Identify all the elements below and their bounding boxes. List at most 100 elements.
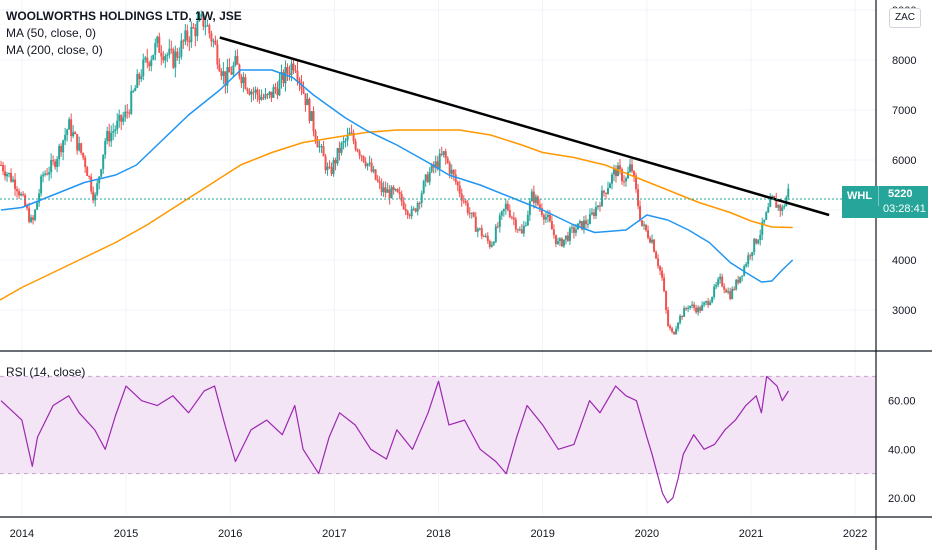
candle-body xyxy=(174,51,177,68)
candle-body xyxy=(619,165,622,170)
candle-body xyxy=(580,221,583,230)
candle-body xyxy=(84,157,87,168)
candle-body xyxy=(570,227,573,229)
candle-body xyxy=(480,228,483,237)
candle-body xyxy=(723,286,726,290)
candle-body xyxy=(192,27,195,29)
candle-body xyxy=(268,91,271,95)
candle-body xyxy=(62,140,65,153)
candle-body xyxy=(436,161,439,169)
candle-body xyxy=(230,72,233,75)
candle-body xyxy=(178,56,181,58)
candle-body xyxy=(92,191,95,201)
candle-body xyxy=(384,187,387,193)
candle-body xyxy=(282,72,285,84)
candle-body xyxy=(30,217,33,222)
candle-body xyxy=(536,196,539,205)
candle-body xyxy=(647,230,650,238)
candle-body xyxy=(534,196,537,203)
candle-body xyxy=(422,181,425,194)
y-tick-label: 3000 xyxy=(892,305,916,317)
candle-body xyxy=(324,156,327,171)
candle-body xyxy=(627,171,630,179)
candle-body xyxy=(406,210,409,216)
candle-body xyxy=(775,198,778,208)
trend-line xyxy=(219,36,830,217)
candle-body xyxy=(16,189,19,192)
candle-body xyxy=(697,307,700,313)
candle-body xyxy=(655,251,658,259)
candle-body xyxy=(396,189,399,193)
candle-body xyxy=(486,235,489,241)
candle-body xyxy=(22,194,25,196)
candle-body xyxy=(649,237,652,243)
candle-body xyxy=(755,238,758,244)
candle-body xyxy=(128,112,131,114)
candle-body xyxy=(124,111,127,118)
candle-body xyxy=(679,315,682,323)
candle-body xyxy=(584,220,587,225)
candle-body xyxy=(86,167,89,177)
candle-body xyxy=(332,160,335,174)
candle-body xyxy=(372,169,375,172)
candle-body xyxy=(588,214,591,224)
candle-body xyxy=(182,40,185,42)
candle-body xyxy=(196,21,199,37)
candle-body xyxy=(120,114,123,122)
candle-body xyxy=(683,308,686,317)
candle-body xyxy=(216,44,219,65)
candle-body xyxy=(376,179,379,182)
candle-body xyxy=(719,276,722,280)
candle-body xyxy=(779,205,782,211)
candle-body xyxy=(484,235,487,237)
candle-body xyxy=(633,171,636,176)
x-tick-label: 2020 xyxy=(635,528,659,540)
candle-body xyxy=(637,189,640,206)
candle-body xyxy=(462,200,465,202)
candle-body xyxy=(156,36,159,44)
candle-body xyxy=(34,209,37,220)
candle-body xyxy=(446,158,449,163)
candle-body xyxy=(739,276,742,283)
candle-body xyxy=(763,219,766,223)
candle-body xyxy=(166,54,169,56)
candle-body xyxy=(468,212,471,214)
candle-body xyxy=(258,94,261,100)
currency-badge[interactable]: ZAC xyxy=(889,8,921,28)
candle-body xyxy=(631,164,634,172)
candle-body xyxy=(242,77,245,84)
candle-body xyxy=(36,202,39,210)
candle-body xyxy=(164,55,167,61)
candle-body xyxy=(138,74,141,80)
candle-body xyxy=(586,223,589,225)
candle-body xyxy=(564,235,567,240)
candle-body xyxy=(202,14,205,27)
chart-title: WOOLWORTHS HOLDINGS LTD, 1W, JSE xyxy=(6,9,242,23)
candle-body xyxy=(741,275,744,277)
candle-body xyxy=(54,161,57,168)
candle-body xyxy=(264,94,267,99)
candle-body xyxy=(524,225,527,227)
candle-body xyxy=(608,183,611,189)
candle-body xyxy=(542,214,545,220)
candle-body xyxy=(226,67,229,86)
candle-body xyxy=(298,79,301,82)
candle-body xyxy=(414,208,417,212)
candle-body xyxy=(322,146,325,157)
candle-body xyxy=(745,264,748,267)
ma200-legend: MA (200, close, 0) xyxy=(6,43,103,57)
candle-body xyxy=(52,160,55,162)
candle-body xyxy=(148,62,151,67)
rsi-legend: RSI (14, close) xyxy=(6,365,86,379)
candle-body xyxy=(334,160,337,164)
candle-body xyxy=(272,87,275,98)
candle-body xyxy=(280,72,283,80)
candle-body xyxy=(705,301,708,303)
candle-body xyxy=(767,207,770,213)
candle-body xyxy=(701,304,704,311)
candle-body xyxy=(290,63,293,75)
candle-body xyxy=(582,220,585,230)
candle-body xyxy=(110,132,113,142)
candle-body xyxy=(266,94,269,96)
